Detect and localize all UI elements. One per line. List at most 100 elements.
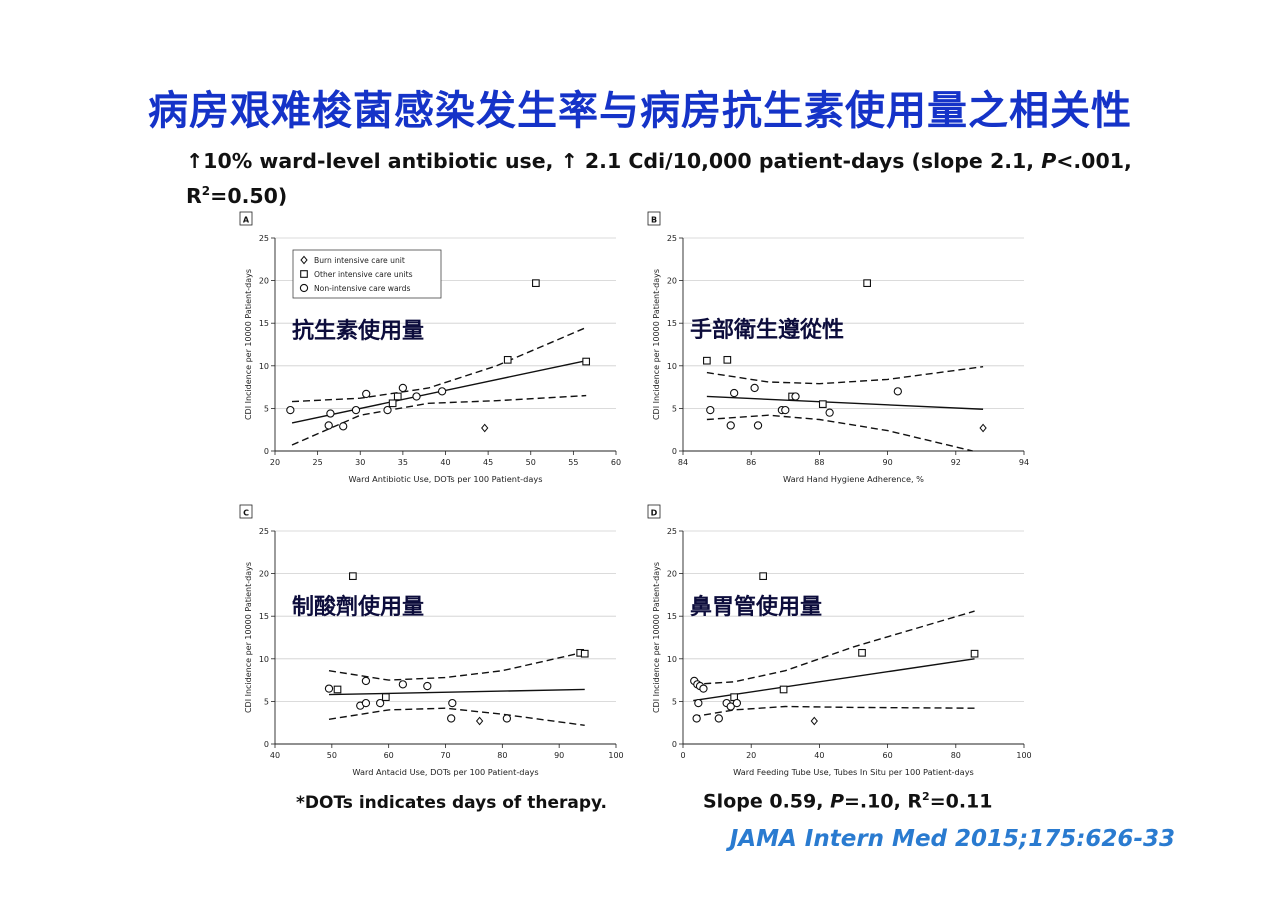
data-point-non [339, 422, 348, 431]
data-point-other [388, 399, 397, 408]
data-point-non [448, 698, 457, 708]
x-tick-label: 100 [608, 751, 623, 760]
y-tick-label: 0 [264, 447, 269, 456]
x-axis-label: Ward Feeding Tube Use, Tubes In Situ per… [733, 767, 974, 777]
regression-line [706, 395, 984, 410]
data-point-burn [481, 423, 489, 433]
data-point-non [502, 714, 512, 723]
x-tick-label: 45 [483, 458, 493, 467]
data-point-other [503, 355, 512, 364]
x-tick-label: 60 [611, 458, 621, 467]
x-tick-label: 40 [270, 751, 280, 760]
data-point-other [858, 648, 866, 657]
chart-panel-b: B 0 5 10 15 20 25 84 86 88 90 92 94 Ward Hand Hygiene… [647, 211, 1029, 484]
data-point-non [726, 421, 735, 430]
x-tick-label: 80 [497, 751, 507, 760]
x-tick-label: 55 [568, 458, 578, 467]
y-tick-label: 15 [667, 319, 677, 328]
data-point-other [333, 685, 342, 694]
data-point-non [324, 421, 333, 430]
data-point-other [703, 356, 711, 365]
data-point-non [714, 714, 723, 723]
y-axis-label: CDI Incidence per 10000 Patient-days [652, 562, 661, 713]
data-point-other [393, 392, 402, 401]
panel-letter: B [651, 216, 657, 225]
x-axis-label: Ward Hand Hygiene Adherence, % [783, 474, 924, 484]
overlay-label-antibiotic: 抗生素使用量 [292, 319, 425, 344]
x-tick-label: 88 [814, 458, 824, 467]
subtitle-line-1: ↑10% ward-level antibiotic use, ↑ 2.1 Cd… [186, 149, 1132, 173]
data-point-non [699, 684, 708, 693]
data-point-non [423, 681, 432, 691]
data-point-non [351, 405, 361, 415]
data-point-non [692, 714, 701, 723]
panel-letter-box [647, 504, 661, 519]
ci-lower-line [291, 394, 587, 446]
y-tick-label: 15 [259, 319, 269, 328]
ci-upper-line [291, 326, 587, 403]
data-point-non [694, 698, 703, 708]
data-point-other [582, 357, 591, 366]
y-tick-label: 25 [259, 234, 269, 243]
legend-label-other: Other intensive care units [314, 270, 413, 279]
panel-letter: A [243, 216, 250, 225]
y-tick-label: 25 [667, 234, 677, 243]
legend-marker-other [300, 270, 308, 278]
chart-panel-d: D 0 5 10 15 20 25 0 20 40 60 80 100 Ward Feeding Tube… [647, 504, 1032, 777]
chart-panel-a: A 0 5 10 15 20 25 20 25 30 35 40 45 50 55 60 Ward Antibi… [239, 211, 621, 484]
slide-subtitle: ↑10% ward-level antibiotic use, ↑ 2.1 Cd… [186, 146, 1166, 211]
data-point-other [349, 572, 357, 581]
x-tick-label: 60 [384, 751, 394, 760]
x-tick-label: 50 [327, 751, 337, 760]
panel-letter: D [651, 509, 658, 518]
y-tick-label: 5 [264, 404, 269, 413]
data-point-non [781, 405, 790, 415]
x-tick-label: 40 [814, 751, 824, 760]
data-point-other [863, 279, 871, 288]
data-point-non [893, 387, 902, 396]
y-tick-label: 0 [672, 740, 677, 749]
data-point-non [383, 405, 392, 415]
panel-letter-box [239, 211, 253, 226]
x-tick-label: 25 [313, 458, 323, 467]
data-point-other [759, 572, 767, 581]
x-tick-label: 0 [680, 751, 685, 760]
legend-marker-non [299, 283, 309, 293]
x-tick-label: 80 [951, 751, 961, 760]
ci-upper-line [328, 651, 585, 681]
footnote: *DOTs indicates days of therapy. [296, 793, 607, 813]
citation: JAMA Intern Med 2015;175:626-33 [729, 826, 1175, 852]
chart-panel-c: C 0 5 10 15 20 25 40 50 60 70 80 90 100 Ward Antacid U… [239, 504, 624, 777]
regression-line [693, 658, 975, 702]
data-point-other [818, 400, 827, 408]
panel-letter-box [647, 211, 661, 226]
legend-label-non: Non-intensive care wards [314, 284, 410, 293]
y-tick-label: 5 [264, 697, 269, 706]
x-tick-label: 92 [951, 458, 961, 467]
y-tick-label: 5 [672, 404, 677, 413]
data-point-non [726, 702, 735, 711]
x-tick-label: 40 [440, 458, 450, 467]
y-tick-label: 20 [259, 570, 269, 579]
data-point-non [730, 388, 739, 398]
x-tick-label: 94 [1019, 458, 1029, 467]
y-tick-label: 10 [667, 362, 677, 371]
overlay-label-feeding-tube: 鼻胃管使用量 [690, 595, 823, 620]
x-tick-label: 84 [678, 458, 688, 467]
x-tick-label: 90 [883, 458, 893, 467]
y-axis-label: CDI Incidence per 10000 Patient-days [652, 269, 661, 420]
x-tick-label: 70 [440, 751, 450, 760]
subtitle-line-2: R2=0.50) [186, 183, 288, 208]
x-tick-label: 90 [554, 751, 564, 760]
data-point-non [732, 698, 742, 708]
legend-box [292, 249, 442, 299]
y-tick-label: 20 [259, 277, 269, 286]
ci-lower-line [328, 707, 585, 726]
data-point-non [412, 392, 421, 401]
ci-upper-line [706, 366, 984, 385]
ci-lower-line [706, 414, 973, 452]
slope-annotation: Slope 0.59, P=.10, R2=0.11 [703, 790, 993, 813]
data-point-non [706, 405, 715, 415]
y-tick-label: 25 [667, 527, 677, 536]
x-tick-label: 50 [526, 458, 536, 467]
